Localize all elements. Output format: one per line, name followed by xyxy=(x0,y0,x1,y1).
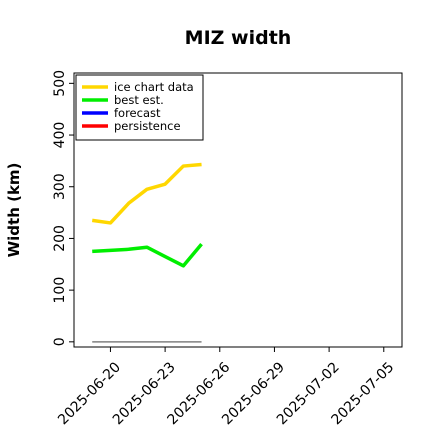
y-tick-label-300: 300 xyxy=(52,173,68,200)
chart-title: MIZ width xyxy=(185,27,292,49)
y-tick-label-0: 0 xyxy=(52,337,68,346)
y-axis-label: Width (km) xyxy=(5,163,23,258)
legend-label-2: forecast xyxy=(114,106,161,120)
y-tick-label-100: 100 xyxy=(52,277,68,304)
axes xyxy=(73,72,403,348)
y-tick-label-500: 500 xyxy=(52,70,68,97)
legend-label-1: best est. xyxy=(114,93,164,107)
plot-area xyxy=(91,162,203,343)
series-line-0 xyxy=(91,162,202,225)
legend-label-3: persistence xyxy=(114,119,181,133)
y-tick-label-400: 400 xyxy=(52,122,68,149)
y-tick-label-200: 200 xyxy=(52,225,68,252)
legend-label-0: ice chart data xyxy=(114,80,194,94)
series-line-1 xyxy=(92,242,203,268)
axes-frame xyxy=(73,72,403,348)
